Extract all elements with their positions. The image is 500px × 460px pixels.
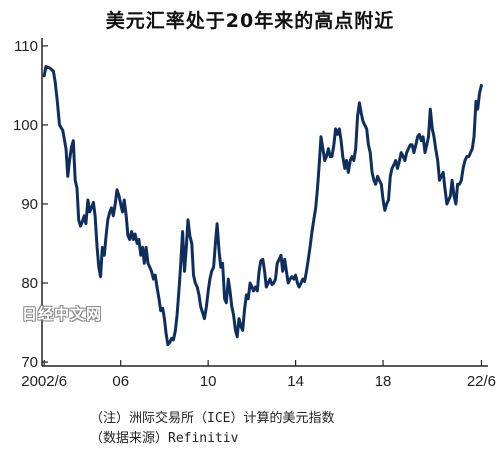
watermark-logo: 日经中文网 [22,305,103,323]
series-line-dollar-index [42,65,483,347]
x-tick-label: 06 [112,373,129,390]
source-note: （注）洲际交易所（ICE）计算的美元指数 [90,411,335,426]
y-tick-label: 70 [21,354,38,371]
y-tick-label: 110 [14,38,38,55]
y-tick-label: 100 [13,117,38,134]
x-tick-label: 10 [200,373,217,390]
data-source: （数据来源）Refinitiv [90,431,239,446]
x-tick-label: 14 [287,373,304,390]
y-tick-label: 90 [21,196,38,213]
y-tick-label: 80 [21,275,38,292]
chart-title: 美元汇率处于20年来的高点附近 [105,10,395,32]
chart-axes [41,38,488,367]
x-tick-label: 22/6 [467,373,496,390]
x-tick-label: 2002/6 [21,373,67,390]
series-layer [42,65,483,347]
x-tick-label: 18 [375,373,392,390]
tick-labels: 70 80 90 100 110 2002/6 06 10 14 18 22/6 [13,38,496,390]
